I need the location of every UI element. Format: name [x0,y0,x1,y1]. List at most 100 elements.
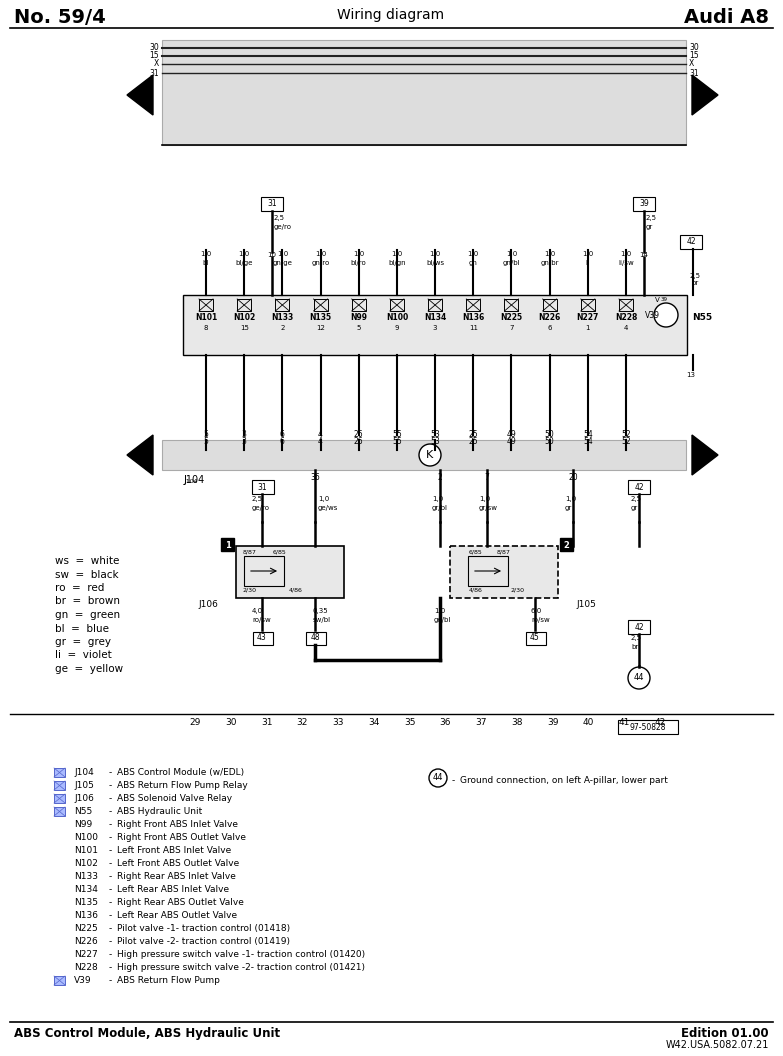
Text: 2: 2 [280,325,284,331]
Text: 4: 4 [318,430,323,439]
Text: N133: N133 [271,313,294,322]
Text: J104: J104 [74,768,94,777]
Text: 8/87: 8/87 [497,549,511,554]
Text: gn/bl: gn/bl [503,260,520,266]
Text: 1,0: 1,0 [318,496,329,502]
Text: 4,0: 4,0 [252,608,263,614]
Text: 29: 29 [189,718,200,727]
Text: X: X [153,59,159,69]
Text: 6: 6 [280,430,285,439]
Text: -: - [109,781,112,790]
Bar [162,40,686,145]
Text: 1,0: 1,0 [506,251,517,257]
Text: 42: 42 [686,238,696,246]
Text: 8: 8 [204,325,208,331]
Text: 26: 26 [354,430,363,439]
Text: 4: 4 [624,325,628,331]
Text: gn/ro: gn/ro [312,260,330,266]
Text: bl/ws: bl/ws [426,260,444,266]
Text: bl  =  blue: bl = blue [55,623,109,634]
Bar [237,299,251,312]
Text: 25: 25 [468,437,478,446]
Text: N226: N226 [74,937,98,946]
Text: 2: 2 [563,541,569,549]
Bar [199,299,213,312]
Text: 30: 30 [150,43,159,53]
Text: 33: 33 [332,718,344,727]
Text: 40: 40 [583,718,594,727]
Text: N226: N226 [539,313,561,322]
Text: 39: 39 [547,718,558,727]
Text: gn/br: gn/br [540,260,559,266]
Text: 1,0: 1,0 [620,251,632,257]
Text: 15: 15 [150,52,159,60]
Text: 25: 25 [468,430,478,439]
Text: 39: 39 [661,297,668,302]
Text: ABS Solenoid Valve Relay: ABS Solenoid Valve Relay [117,794,232,803]
Text: N101: N101 [74,846,98,855]
Text: Left Rear ABS Outlet Valve: Left Rear ABS Outlet Valve [117,911,237,920]
Text: -: - [109,911,112,920]
Text: Left Front ABS Inlet Valve: Left Front ABS Inlet Valve [117,846,231,855]
Text: 15: 15 [240,325,249,331]
Text: 26: 26 [354,437,363,446]
Bar [236,546,344,598]
Bar [628,620,650,634]
Bar [54,794,65,803]
Text: 1,0: 1,0 [276,251,288,257]
Text: 6,0: 6,0 [531,608,543,614]
Text: 9: 9 [395,325,399,331]
Text: ro/sw: ro/sw [531,617,550,623]
Text: 1: 1 [225,541,231,549]
Text: 38: 38 [511,718,523,727]
Text: N136: N136 [74,911,98,920]
Text: N99: N99 [350,313,367,322]
Text: 3: 3 [242,430,247,439]
Text: N133: N133 [74,872,98,881]
Text: 15: 15 [689,52,698,60]
Text: N225: N225 [74,924,98,934]
Text: 1,0: 1,0 [315,251,327,257]
Text: 5: 5 [356,325,361,331]
Text: 48: 48 [310,634,319,642]
Bar [466,299,480,312]
Bar [619,299,633,312]
Text: gn: gn [469,260,478,266]
Text: Ground connection, on left A-pillar, lower part: Ground connection, on left A-pillar, low… [460,776,668,785]
Bar [526,631,546,645]
Text: -: - [109,885,112,894]
Text: li/sw: li/sw [618,260,634,266]
Text: ge/bl: ge/bl [434,617,451,623]
Text: 1,0: 1,0 [429,251,441,257]
Circle shape [654,303,678,327]
Bar [352,299,366,312]
Text: 49: 49 [507,437,516,446]
Text: N55: N55 [692,313,712,321]
Text: J₁₀₄: J₁₀₄ [183,475,197,485]
Text: Pilot valve -2- traction control (01419): Pilot valve -2- traction control (01419) [117,937,290,946]
Text: 2/30: 2/30 [243,588,257,593]
Text: 2,5: 2,5 [252,496,263,502]
Text: 30: 30 [689,43,698,53]
Text: N227: N227 [74,950,98,959]
Text: 2: 2 [438,473,442,482]
Text: 31: 31 [267,200,277,208]
Bar [244,557,284,586]
Text: 1,0: 1,0 [434,608,446,614]
Text: No. 59/4: No. 59/4 [14,8,106,27]
Bar [221,538,234,551]
Text: Left Front ABS Outlet Valve: Left Front ABS Outlet Valve [117,859,240,868]
Text: Right Front ABS Outlet Valve: Right Front ABS Outlet Valve [117,833,246,842]
Text: V: V [655,297,659,303]
Text: 1,0: 1,0 [392,251,402,257]
Text: 6/85: 6/85 [469,549,483,554]
Text: -: - [109,859,112,868]
Text: 1,0: 1,0 [200,251,211,257]
Text: 45: 45 [530,634,539,642]
Bar [468,557,508,586]
Text: gr: gr [646,224,653,230]
Text: 1,0: 1,0 [583,251,594,257]
Text: sw  =  black: sw = black [55,569,119,580]
Text: N135: N135 [74,898,98,907]
Text: 5: 5 [204,437,208,446]
